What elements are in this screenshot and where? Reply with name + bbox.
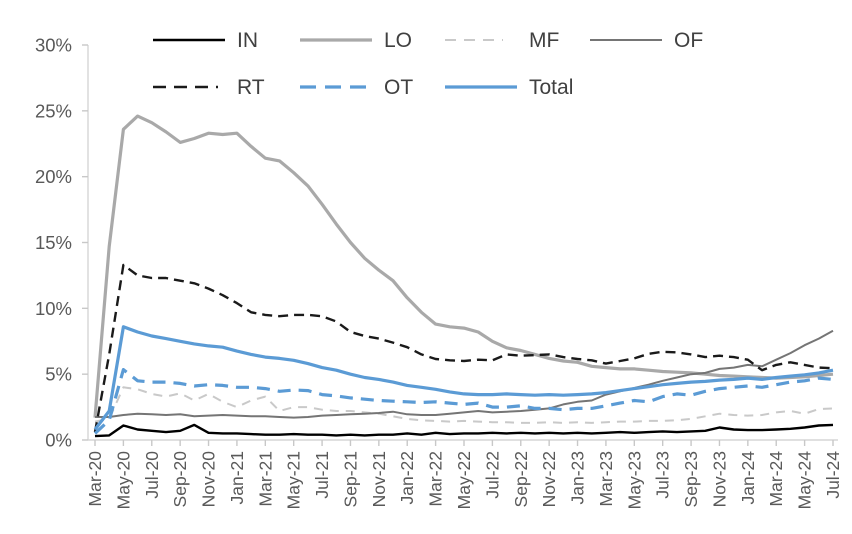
series-line-RT bbox=[93, 263, 834, 433]
x-tick-label: Mar-20 bbox=[85, 451, 105, 507]
series-line-OF bbox=[95, 329, 834, 419]
x-tick-label: Sep-23 bbox=[681, 451, 701, 507]
legend-label-OT: OT bbox=[384, 76, 413, 99]
x-tick-label: Jan-22 bbox=[397, 451, 417, 505]
legend-item-OF: OF bbox=[590, 29, 703, 52]
x-tick-label: Jul-21 bbox=[312, 451, 332, 499]
x-tick-label: Jul-22 bbox=[482, 451, 502, 499]
legend: IN LO MF OF RT OT Total bbox=[153, 29, 703, 99]
x-tick-label: May-24 bbox=[795, 451, 815, 510]
x-tick-label: Jul-24 bbox=[823, 451, 843, 499]
legend-label-LO: LO bbox=[384, 29, 412, 52]
x-tick-label: May-23 bbox=[624, 451, 644, 509]
y-axis: 0% 5% 10% 15% 20% 25% 30% bbox=[35, 35, 88, 451]
legend-item-Total: Total bbox=[445, 76, 573, 99]
y-tick-label: 30% bbox=[35, 35, 72, 56]
x-axis: Mar-20 May-20 Jul-20 Sep-20 Nov-20 Jan-21 Mar-… bbox=[85, 440, 843, 509]
series-line-Total bbox=[93, 325, 834, 431]
legend-item-RT: RT bbox=[153, 76, 265, 99]
y-tick-label: 5% bbox=[45, 364, 72, 385]
y-tick-label: 15% bbox=[35, 232, 72, 253]
y-tick-label: 20% bbox=[35, 166, 72, 187]
x-tick-label: Mar-24 bbox=[766, 451, 786, 507]
legend-label-IN: IN bbox=[237, 29, 258, 52]
series-lines bbox=[93, 114, 834, 438]
x-tick-label: May-20 bbox=[113, 451, 133, 510]
y-tick-label: 10% bbox=[35, 298, 72, 319]
series-line-MF bbox=[94, 386, 834, 424]
x-tick-label: Nov-22 bbox=[539, 451, 559, 507]
x-tick-label: May-21 bbox=[284, 451, 304, 509]
series-line-IN bbox=[94, 423, 834, 438]
legend-item-OT: OT bbox=[300, 76, 413, 99]
y-tick-label: 0% bbox=[45, 430, 72, 451]
y-tick-label: 25% bbox=[35, 100, 72, 121]
legend-item-IN: IN bbox=[153, 29, 258, 52]
x-tick-label: Jan-23 bbox=[568, 451, 588, 505]
series-line-LO bbox=[93, 114, 834, 418]
x-tick-label: Mar-21 bbox=[255, 451, 275, 506]
legend-item-LO: LO bbox=[300, 29, 412, 52]
x-tick-label: Nov-20 bbox=[199, 451, 219, 508]
x-tick-label: Nov-23 bbox=[709, 451, 729, 507]
x-tick-label: Mar-22 bbox=[426, 451, 446, 506]
legend-item-MF: MF bbox=[445, 29, 559, 52]
x-tick-label: Sep-22 bbox=[511, 451, 531, 507]
legend-label-RT: RT bbox=[237, 76, 265, 99]
x-tick-label: Jan-24 bbox=[738, 451, 758, 505]
series-line-OT bbox=[93, 368, 834, 435]
x-tick-label: May-22 bbox=[454, 451, 474, 509]
x-tick-label: Nov-21 bbox=[369, 451, 389, 507]
x-tick-label: Jul-20 bbox=[142, 451, 162, 499]
x-tick-label: Mar-23 bbox=[596, 451, 616, 506]
legend-label-MF: MF bbox=[529, 29, 559, 52]
x-tick-label: Jul-23 bbox=[653, 451, 673, 499]
legend-label-Total: Total bbox=[529, 76, 573, 99]
x-tick-label: Sep-20 bbox=[170, 451, 190, 508]
x-tick-label: Sep-21 bbox=[340, 451, 360, 507]
x-tick-label: Jan-21 bbox=[227, 451, 247, 505]
legend-label-OF: OF bbox=[674, 29, 703, 52]
